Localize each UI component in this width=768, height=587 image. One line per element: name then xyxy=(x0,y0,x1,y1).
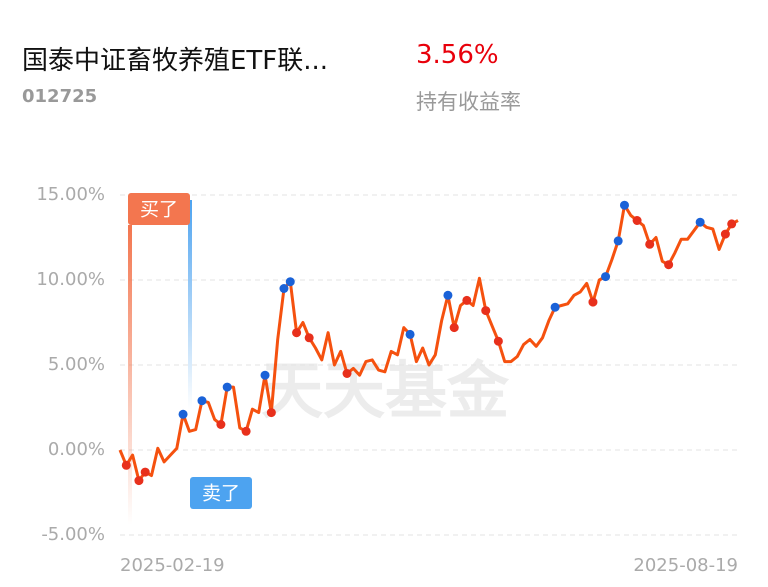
trade-dot xyxy=(279,284,289,293)
trade-dot xyxy=(462,295,472,305)
trade-dot xyxy=(601,272,611,282)
trade-dot xyxy=(216,420,226,429)
trade-dot xyxy=(178,409,188,419)
trade-dot xyxy=(632,216,642,225)
x-tick-label: 2025-08-19 xyxy=(633,555,738,576)
y-tick-label: 0.00% xyxy=(48,439,105,460)
fund-title: 国泰中证畜牧养殖ETF联... xyxy=(22,46,329,76)
trade-dot xyxy=(292,328,302,338)
trade-dot xyxy=(285,277,295,287)
trade-dot xyxy=(304,333,314,343)
holding-return-label: 持有收益率 xyxy=(416,90,521,114)
y-tick-label: 5.00% xyxy=(48,354,105,375)
trade-dot xyxy=(197,396,207,406)
trade-dot xyxy=(260,370,270,380)
trade-dot xyxy=(613,236,623,246)
trade-dot xyxy=(241,426,251,436)
trade-dot xyxy=(222,382,232,392)
trade-dot xyxy=(550,302,560,312)
trade-dot xyxy=(619,200,629,210)
trade-dot xyxy=(140,467,150,477)
trade-dot xyxy=(720,229,730,239)
trade-dot xyxy=(449,323,459,333)
holding-return: 3.56% xyxy=(416,40,499,70)
fund-code: 012725 xyxy=(22,86,98,107)
trade-dot xyxy=(121,460,131,470)
y-tick-label: 10.00% xyxy=(36,269,105,290)
trade-dot xyxy=(342,369,352,378)
trade-dot xyxy=(481,306,491,316)
x-tick-label: 2025-02-19 xyxy=(120,555,225,576)
trade-dot xyxy=(266,408,276,418)
sell-marker-line xyxy=(188,200,192,410)
trade-dot xyxy=(727,219,737,229)
y-tick-label: 15.00% xyxy=(36,184,105,205)
trade-dot xyxy=(134,476,144,486)
sell-label: 卖了 xyxy=(202,483,240,505)
trade-dot xyxy=(493,336,503,346)
return-line xyxy=(118,203,739,483)
buy-label: 买了 xyxy=(140,199,178,221)
y-tick-label: -5.00% xyxy=(41,524,105,545)
trade-dot xyxy=(405,329,415,339)
trade-dot xyxy=(443,290,453,300)
buy-label-box xyxy=(128,193,190,225)
sell-label-box xyxy=(190,477,252,509)
buy-marker-line xyxy=(128,225,132,525)
trade-dot xyxy=(695,217,705,227)
trade-dot xyxy=(588,297,598,307)
trade-dot xyxy=(645,239,655,249)
trade-dot xyxy=(664,260,674,270)
